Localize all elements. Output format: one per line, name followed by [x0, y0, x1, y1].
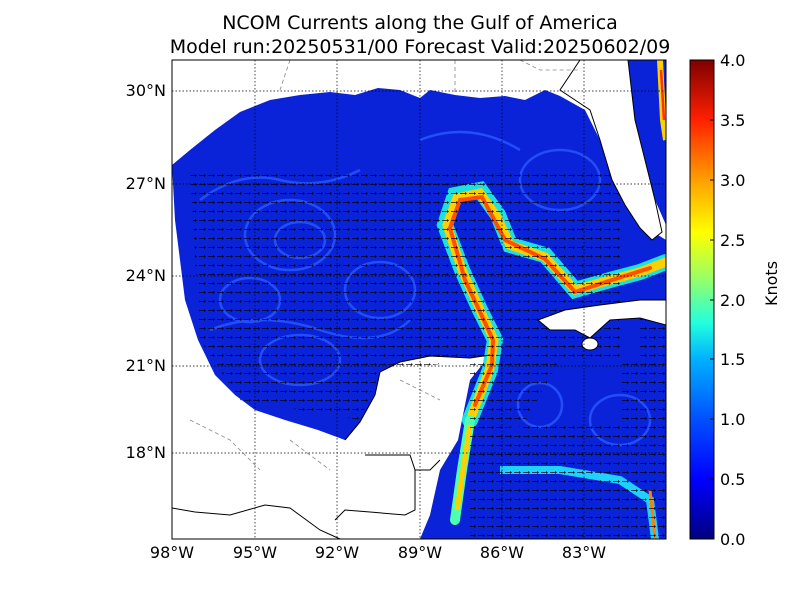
graticule [172, 60, 666, 539]
colorbar-label: Knots [762, 260, 781, 306]
colorbar-tick: 1.0 [720, 410, 746, 429]
colorbar-tick: 4.0 [720, 51, 746, 70]
map-subtitle: Model run:20250531/00 Forecast Valid:202… [169, 36, 671, 58]
colorbar-tick: 2.0 [720, 291, 746, 310]
colorbar-tick: 0.0 [720, 530, 746, 549]
lat-tick: 27°N [125, 174, 166, 193]
lat-tick: 30°N [125, 81, 166, 100]
colorbar-tick: 3.5 [720, 111, 746, 130]
cuba-land [537, 299, 666, 339]
current-vectors [190, 170, 666, 539]
lon-tick: 83°W [561, 543, 607, 562]
yucatan-coast [344, 354, 491, 441]
lon-tick: 92°W [314, 543, 360, 562]
colorbar-tick: 0.5 [720, 470, 746, 489]
lon-tick: 98°W [149, 543, 195, 562]
lat-tick: 24°N [125, 266, 166, 285]
isla-juventud [581, 337, 599, 351]
map-frame [171, 59, 667, 540]
colorbar-tick: 2.5 [720, 231, 746, 250]
lon-tick: 95°W [232, 543, 278, 562]
lat-tick: 21°N [125, 356, 166, 375]
florida-land [559, 60, 663, 241]
lon-tick: 89°W [397, 543, 443, 562]
colorbar-tick: 3.0 [720, 171, 746, 190]
lat-tick: 18°N [125, 443, 166, 462]
colorbar-tick: 1.5 [720, 350, 746, 369]
lon-tick: 86°W [479, 543, 525, 562]
map-title: NCOM Currents along the Gulf of America [222, 12, 618, 34]
